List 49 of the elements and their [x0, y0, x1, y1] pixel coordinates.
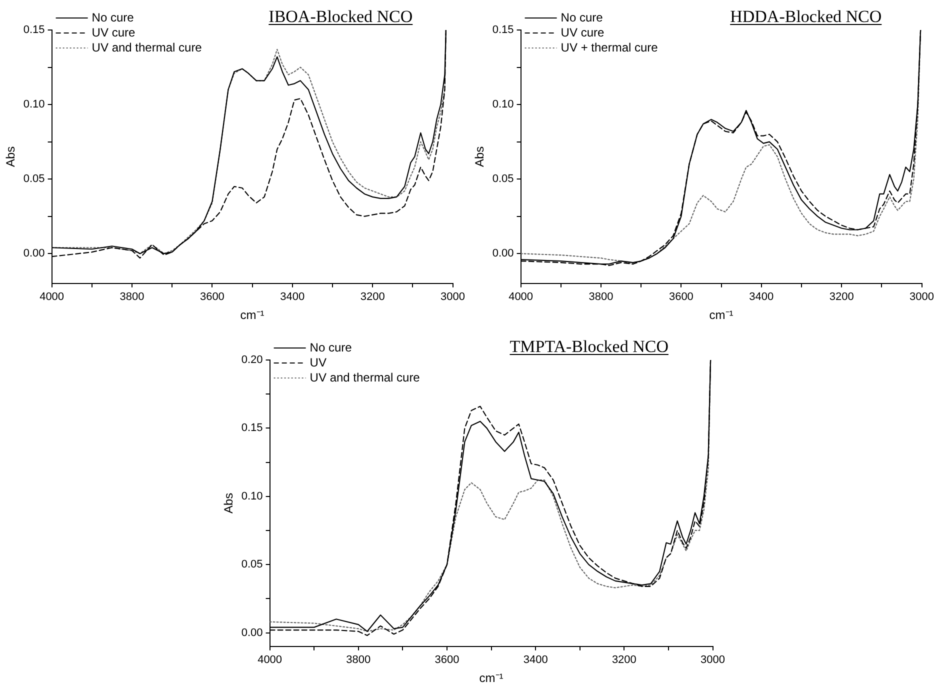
y-tick-label: 0.05 — [241, 558, 263, 571]
x-tick-label: 3000 — [700, 654, 726, 666]
x-tick-label: 4000 — [258, 654, 282, 666]
x-tick-label: 3200 — [360, 291, 385, 304]
chart-title: TMPTA-Blocked NCO — [510, 337, 668, 356]
y-tick-label: 0.10 — [492, 98, 514, 111]
x-tick-label: 4000 — [40, 291, 64, 304]
y-tick-label: 0.05 — [492, 173, 514, 186]
x-tick-label: 3600 — [668, 291, 694, 304]
y-axis-title: Abs — [4, 146, 18, 168]
chart-title: HDDA-Blocked NCO — [730, 7, 882, 26]
y-tick-label: 0.10 — [241, 490, 263, 502]
y-tick-label: 0.15 — [23, 24, 45, 36]
x-axis-title: cm⁻¹ — [479, 671, 504, 686]
legend-label: UV — [310, 355, 326, 370]
x-tick-label: 4000 — [508, 291, 534, 304]
y-tick-label: 0.00 — [23, 248, 45, 260]
legend-label: UV cure — [560, 25, 604, 40]
x-tick-label: 3800 — [120, 291, 144, 304]
x-tick-label: 3400 — [280, 291, 305, 304]
x-axis-title: cm⁻¹ — [240, 308, 264, 322]
y-tick-label: 0.20 — [241, 354, 263, 366]
y-axis-title: Abs — [472, 146, 487, 168]
y-tick-label: 0.10 — [23, 98, 45, 111]
legend-label: UV cure — [92, 25, 136, 40]
x-tick-label: 3400 — [749, 291, 774, 304]
y-tick-label: 0.00 — [492, 248, 514, 260]
legend-label: No cure — [92, 10, 134, 24]
x-tick-label: 3800 — [588, 291, 614, 304]
x-tick-label: 3200 — [612, 654, 636, 666]
legend-label: No cure — [310, 340, 352, 354]
legend-label: UV and thermal cure — [92, 40, 202, 54]
x-axis-title: cm⁻¹ — [709, 308, 734, 322]
y-tick-label: 0.05 — [23, 173, 45, 186]
x-tick-label: 3800 — [346, 654, 371, 666]
y-tick-label: 0.00 — [241, 626, 263, 639]
legend-label: No cure — [560, 10, 604, 24]
y-tick-label: 0.15 — [492, 24, 514, 36]
legend-label: UV + thermal cure — [560, 40, 658, 54]
x-tick-label: 3600 — [434, 654, 460, 666]
y-tick-label: 0.15 — [241, 422, 263, 434]
legend-label: UV and thermal cure — [310, 370, 420, 384]
x-tick-label: 3000 — [440, 291, 466, 304]
chart-title: IBOA-Blocked NCO — [268, 7, 413, 26]
y-axis-title: Abs — [222, 492, 236, 514]
x-tick-label: 3600 — [200, 291, 224, 304]
x-tick-label: 3200 — [829, 291, 854, 304]
x-tick-label: 3400 — [523, 654, 548, 666]
x-tick-label: 3000 — [910, 291, 934, 304]
